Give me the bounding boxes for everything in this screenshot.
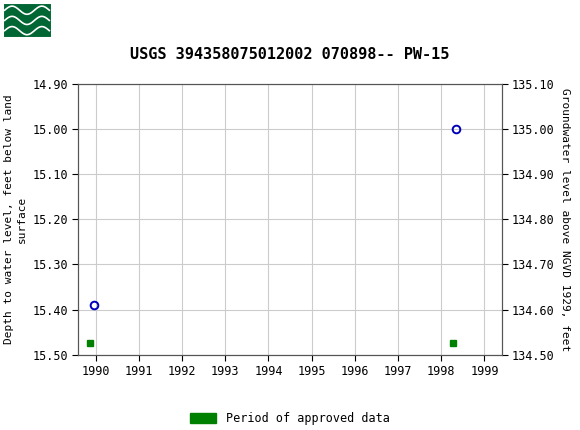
Y-axis label: Groundwater level above NGVD 1929, feet: Groundwater level above NGVD 1929, feet <box>560 88 570 351</box>
Text: USGS: USGS <box>58 10 122 31</box>
Legend: Period of approved data: Period of approved data <box>186 408 394 430</box>
Bar <box>3 3 52 37</box>
Bar <box>3 3 52 37</box>
Y-axis label: Depth to water level, feet below land
surface: Depth to water level, feet below land su… <box>3 95 27 344</box>
Text: USGS 394358075012002 070898-- PW-15: USGS 394358075012002 070898-- PW-15 <box>130 47 450 62</box>
